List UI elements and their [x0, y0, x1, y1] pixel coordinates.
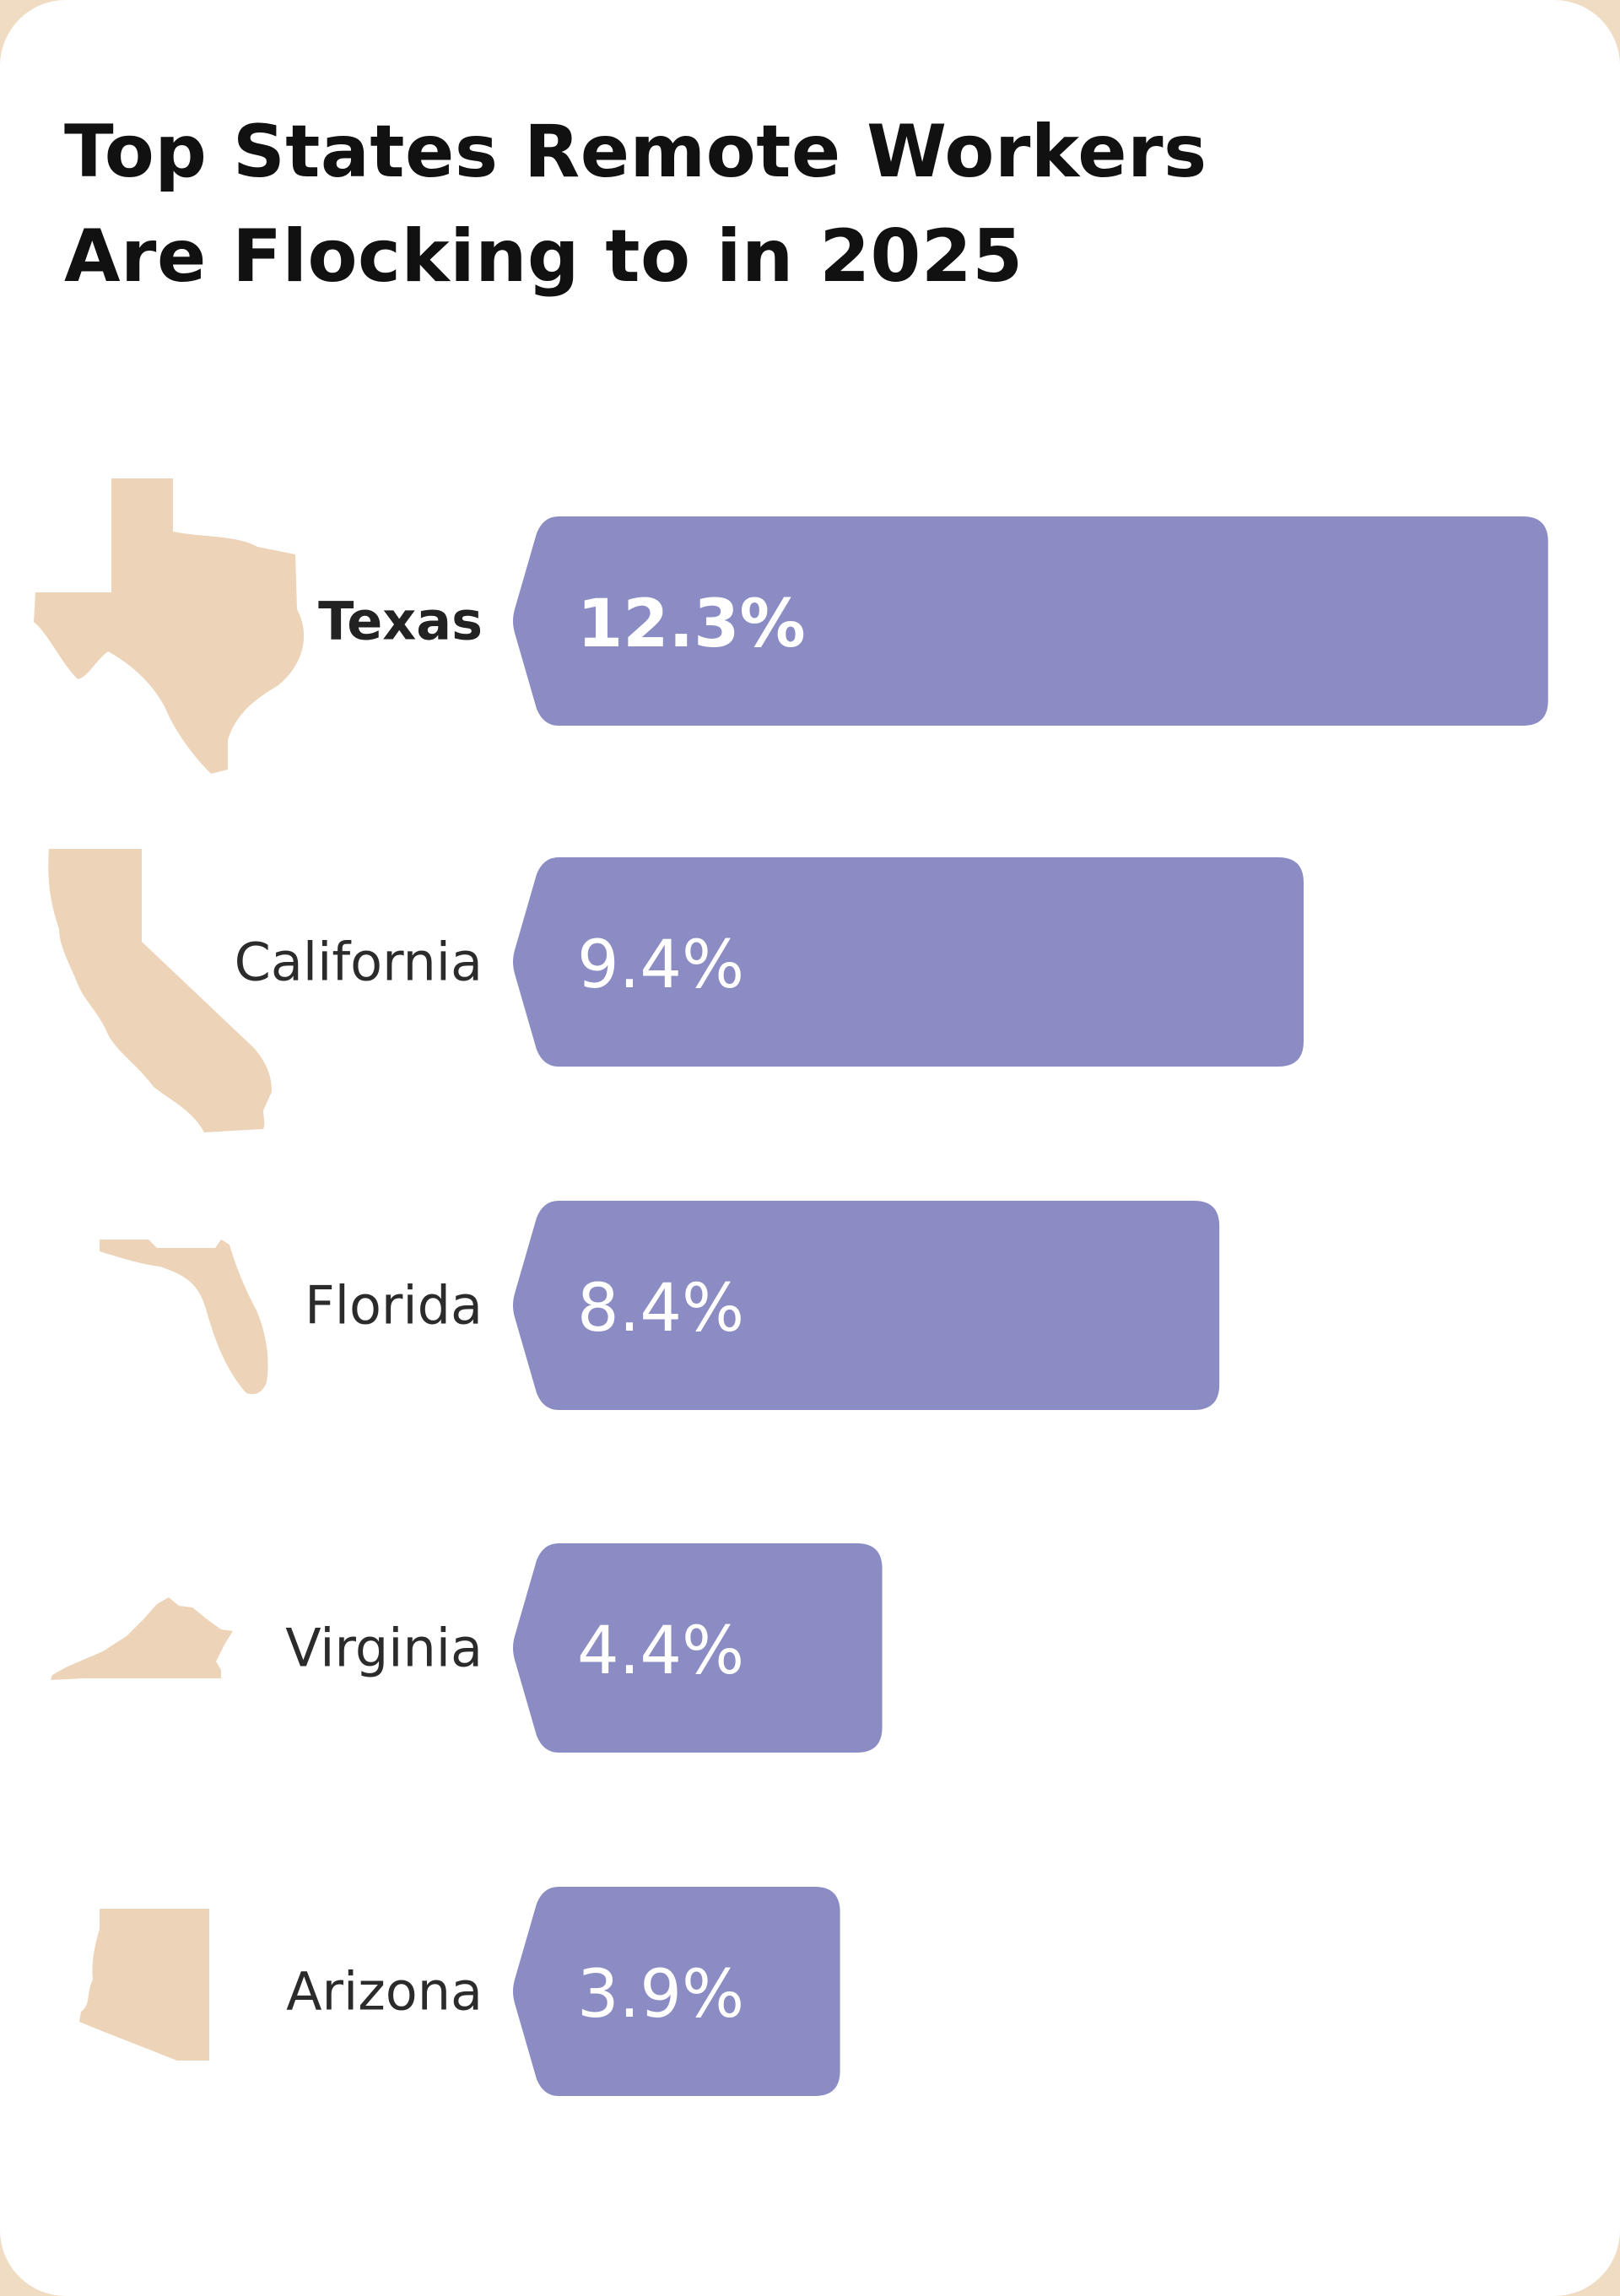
bar-row-virginia: Virginia 4.4%: [51, 1543, 883, 1753]
bar-row-florida: Florida 8.4%: [100, 1201, 1220, 1410]
california-state-icon: [48, 849, 273, 1132]
data-label-california: 9.4%: [577, 927, 744, 1003]
category-label-california: California: [235, 932, 483, 993]
florida-state-icon: [100, 1240, 268, 1395]
category-label-arizona: Arizona: [286, 1961, 483, 2023]
bar-row-arizona: Arizona 3.9%: [79, 1887, 840, 2096]
bar-arizona: [513, 1887, 840, 2096]
title-line-2: Are Flocking to in 2025: [64, 214, 1023, 299]
bar-california: [513, 857, 1304, 1067]
bar-virginia: [513, 1543, 883, 1753]
chart-title: Top States Remote Workers Are Flocking t…: [64, 100, 1330, 309]
bar-texas: [513, 516, 1548, 726]
title-line-1: Top States Remote Workers: [64, 110, 1207, 194]
bar-row-california: California 9.4%: [48, 849, 1304, 1132]
data-label-virginia: 4.4%: [577, 1613, 744, 1689]
category-label-texas: Texas: [318, 591, 483, 652]
arizona-state-icon: [79, 1909, 209, 2061]
data-label-arizona: 3.9%: [577, 1957, 744, 2033]
texas-state-icon: [34, 478, 305, 774]
category-label-virginia: Virginia: [285, 1618, 483, 1679]
data-label-texas: 12.3%: [577, 586, 806, 662]
data-label-florida: 8.4%: [577, 1271, 744, 1347]
category-label-florida: Florida: [305, 1275, 483, 1337]
bar-row-texas: Texas 12.3%: [34, 478, 1548, 774]
bar-florida: [513, 1201, 1220, 1410]
virginia-state-icon: [51, 1597, 233, 1680]
